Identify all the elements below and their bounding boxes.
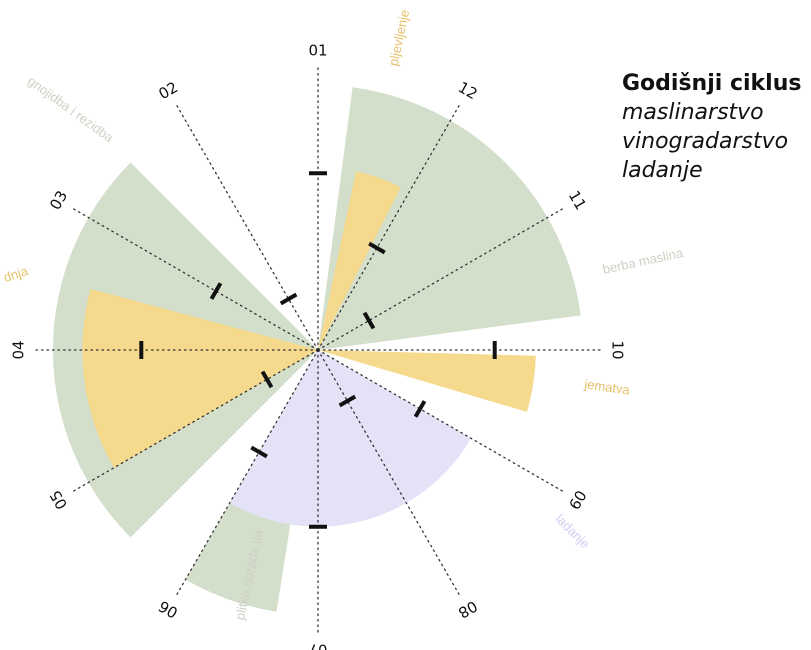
ring-tick [260, 370, 274, 389]
month-label-10: 10 [609, 340, 627, 359]
ring-ticks [139, 171, 497, 529]
legend-title: Godišnji ciklus [622, 71, 802, 96]
ring-tick [209, 282, 223, 300]
activity-label-ladanje: ladanje [553, 511, 593, 551]
activity-label-gnojidba-i-rezidba: gnojidba i rezidba [25, 73, 117, 145]
month-spokes [34, 66, 602, 634]
ring-tick [362, 311, 376, 330]
month-label-05: 05 [46, 487, 71, 513]
ring-tick [368, 241, 386, 255]
sector-pljevljenje [318, 171, 401, 350]
month-label-11: 11 [565, 187, 590, 213]
activity-label-berba-maslina: berba maslina [601, 245, 685, 277]
legend: Godišnji ciklus maslinarstvo vinogradars… [622, 70, 801, 185]
activity-label-jematva: jematva [583, 376, 632, 397]
sector-jematva [318, 350, 536, 412]
ring-tick [413, 400, 427, 418]
month-label-07: 07 [308, 641, 327, 650]
sector-ladanje [229, 350, 471, 527]
legend-item-maslinarstvo: maslinarstvo [622, 100, 764, 125]
month-label-04: 04 [10, 340, 28, 359]
month-label-06: 06 [155, 597, 181, 622]
activity-label-sadnja: dnja [2, 263, 31, 285]
month-label-09: 09 [565, 487, 590, 513]
sector-sadnja [82, 289, 318, 468]
month-label-08: 08 [455, 597, 481, 622]
ring-tick [279, 292, 298, 306]
month-label-02: 02 [155, 78, 181, 103]
month-label-12: 12 [455, 78, 481, 103]
ring-tick [338, 394, 357, 408]
legend-item-ladanje: ladanje [622, 158, 703, 183]
activity-label-pljevljenje: pljevljenje [386, 8, 413, 67]
month-label-01: 01 [308, 42, 327, 60]
ring-tick [250, 445, 268, 459]
month-label-03: 03 [46, 187, 71, 213]
activity-sectors [52, 87, 581, 612]
sector-berba-maslina [318, 87, 581, 351]
legend-item-vinogradarstvo: vinogradarstvo [622, 129, 789, 154]
